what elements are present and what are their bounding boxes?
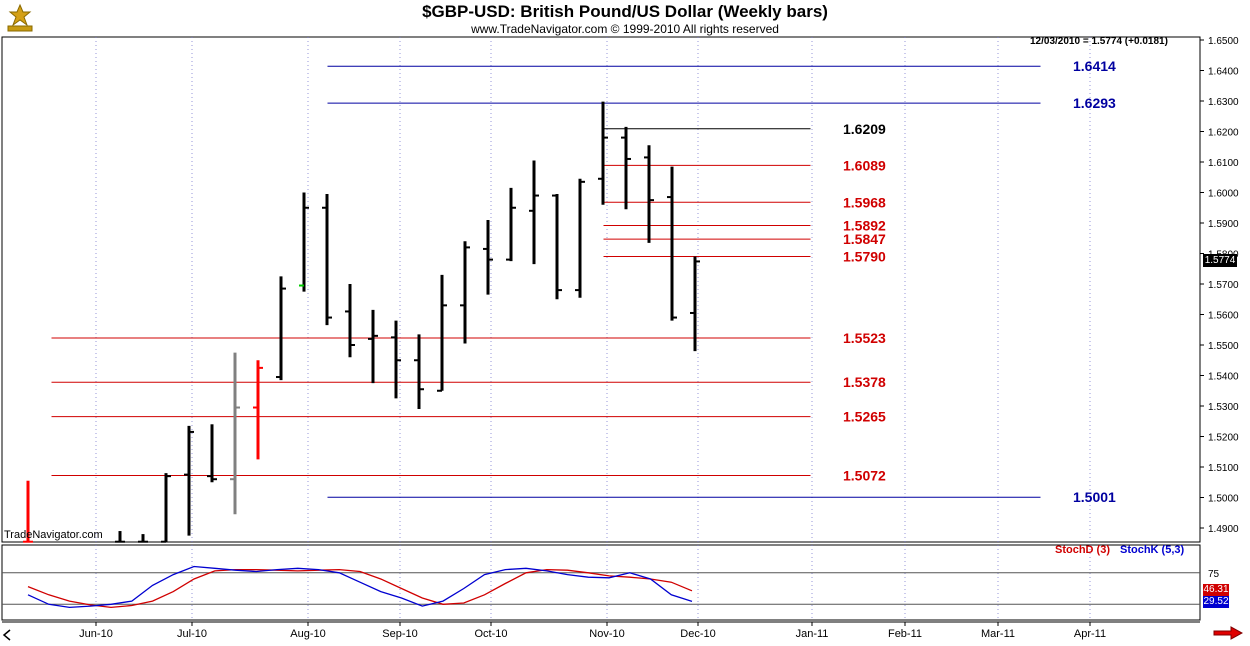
chart-subtitle: www.TradeNavigator.com © 1999-2010 All r… [471, 22, 779, 36]
x-tick-label: Oct-10 [474, 628, 507, 640]
ohlc-bar [230, 352, 240, 515]
x-tick-label: Jun-10 [79, 628, 113, 640]
y-tick-label: 1.5400 [1208, 372, 1239, 383]
ohlc-bar [598, 101, 608, 205]
stoch-k-value-flag: 29.52 [1203, 596, 1229, 608]
legend-stoch-d: StochD (3) [1055, 544, 1110, 556]
y-tick-label: 1.6200 [1208, 128, 1239, 139]
ohlc-bar [575, 178, 585, 298]
level-label: 1.6414 [1073, 58, 1116, 74]
y-tick-label: 1.6400 [1208, 67, 1239, 78]
level-label: 1.6089 [843, 157, 886, 173]
ohlc-bar [299, 192, 309, 292]
level-label: 1.5523 [843, 330, 886, 346]
y-tick-label: 1.5900 [1208, 219, 1239, 230]
x-tick-label: Mar-11 [981, 628, 1015, 640]
x-tick-label: Jul-10 [177, 628, 207, 640]
x-tick-label: Sep-10 [382, 628, 417, 640]
ohlc-bar [483, 219, 493, 295]
level-label: 1.5892 [843, 217, 886, 233]
y-tick-label: 1.5700 [1208, 280, 1239, 291]
last-quote: 12/03/2010 = 1.5774 (+0.0181) [1030, 36, 1168, 47]
ohlc-bar [552, 194, 562, 300]
y-tick-label: 1.6100 [1208, 158, 1239, 169]
level-label: 1.5847 [843, 231, 886, 247]
stoch-y-tick-label: 75 [1208, 569, 1220, 580]
y-tick-label: 1.6300 [1208, 97, 1239, 108]
ohlc-bar [253, 360, 263, 460]
y-tick-label: 1.5100 [1208, 463, 1239, 474]
ohlc-bar [414, 334, 424, 410]
ohlc-bar [276, 276, 286, 381]
x-tick-label: Dec-10 [680, 628, 715, 640]
y-tick-label: 1.5300 [1208, 402, 1239, 413]
level-label: 1.5968 [843, 194, 886, 210]
ohlc-bar [138, 534, 148, 543]
level-label: 1.5072 [843, 468, 886, 484]
level-label: 1.5790 [843, 249, 886, 265]
ohlc-bar [529, 160, 539, 265]
x-tick-label: Aug-10 [290, 628, 325, 640]
x-tick-label: Feb-11 [888, 628, 922, 640]
ohlc-bar [115, 531, 125, 543]
x-tick-label: Nov-10 [589, 628, 624, 640]
last-price-flag: 1.5774 [1203, 254, 1237, 267]
ohlc-bar [184, 425, 194, 536]
y-tick-label: 1.5500 [1208, 341, 1239, 352]
price-panel-frame [1, 36, 1201, 543]
y-tick-label: 1.5200 [1208, 433, 1239, 444]
ohlc-bar [368, 309, 378, 384]
chart-title: $GBP-USD: British Pound/US Dollar (Weekl… [422, 2, 828, 21]
ohlc-bar [207, 424, 217, 483]
ohlc-bar [644, 145, 654, 243]
level-label: 1.6209 [843, 121, 886, 137]
trade-navigator-logo-icon [4, 2, 36, 34]
ohlc-bar [621, 126, 631, 210]
ohlc-bar [161, 473, 171, 543]
scroll-left-icon[interactable] [2, 628, 12, 646]
x-tick-label: Apr-11 [1074, 628, 1106, 640]
stoch-k-line [27, 565, 693, 609]
y-tick-label: 1.6500 [1208, 36, 1239, 47]
ohlc-bar [506, 187, 516, 262]
level-label: 1.5378 [843, 374, 886, 390]
ohlc-bar [322, 194, 332, 326]
ohlc-bar [460, 241, 470, 344]
stoch-d-value-flag: 46.31 [1203, 584, 1229, 596]
level-label: 1.5265 [843, 409, 886, 425]
scroll-right-icon[interactable] [1213, 626, 1244, 645]
stoch-panel-frame [1, 544, 1201, 621]
y-tick-label: 1.5600 [1208, 311, 1239, 322]
ohlc-bar [667, 166, 677, 321]
ohlc-bar [23, 480, 33, 543]
level-label: 1.5001 [1073, 489, 1116, 505]
level-label: 1.6293 [1073, 95, 1116, 111]
ohlc-bar [690, 256, 700, 352]
x-tick-label: Jan-11 [796, 628, 829, 640]
ohlc-bar [391, 320, 401, 399]
watermark: TradeNavigator.com [4, 529, 103, 541]
y-tick-label: 1.4900 [1208, 524, 1239, 535]
ohlc-bar [437, 274, 447, 392]
y-tick-label: 1.6000 [1208, 189, 1239, 200]
y-tick-label: 1.5000 [1208, 494, 1239, 505]
stoch-d-line [27, 568, 693, 609]
legend-stoch-k: StochK (5,3) [1120, 544, 1185, 556]
ohlc-bar [345, 284, 355, 358]
